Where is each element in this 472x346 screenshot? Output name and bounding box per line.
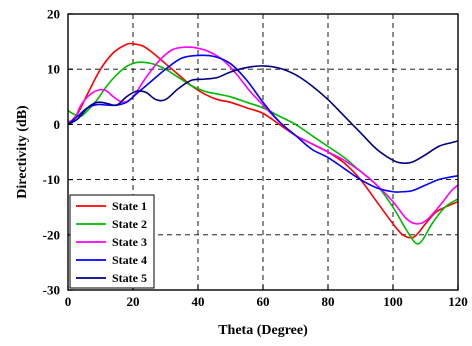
x-tick-label: 60 xyxy=(257,294,270,309)
x-tick-label: 80 xyxy=(322,294,335,309)
x-tick-label: 0 xyxy=(65,294,72,309)
legend-label: State 4 xyxy=(112,253,147,267)
x-tick-label: 40 xyxy=(192,294,205,309)
y-axis-title: Directivity (dB) xyxy=(15,105,30,199)
x-axis-title: Theta (Degree) xyxy=(218,323,308,338)
series-line-state-3 xyxy=(68,46,458,225)
y-tick-label: -10 xyxy=(43,172,60,187)
x-tick-labels: 0 20 40 60 80 100 120 xyxy=(65,285,468,309)
x-tick-label: 20 xyxy=(127,294,140,309)
legend-label: State 3 xyxy=(112,235,147,249)
y-tick-labels: 20 10 0 -10 -20 -30 xyxy=(43,7,73,298)
y-tick-label: 10 xyxy=(47,62,60,77)
x-tick-label: 120 xyxy=(448,294,468,309)
y-tick-label: -30 xyxy=(43,283,60,298)
y-tick-label: 20 xyxy=(47,7,60,22)
legend-items: State 1 State 2 State 3 State 4 State 5 xyxy=(76,199,147,285)
legend-label: State 2 xyxy=(112,217,147,231)
y-tick-label: -20 xyxy=(43,227,60,242)
series-line-state-5 xyxy=(68,65,458,164)
grid-layer xyxy=(68,14,458,290)
x-tick-label: 100 xyxy=(383,294,403,309)
series-line-state-2 xyxy=(68,61,458,245)
legend-label: State 1 xyxy=(112,199,147,213)
legend-label: State 5 xyxy=(112,271,147,285)
series-layer xyxy=(68,42,458,245)
y-tick-label: 0 xyxy=(54,117,61,132)
legend: State 1 State 2 State 3 State 4 State 5 xyxy=(69,194,155,289)
